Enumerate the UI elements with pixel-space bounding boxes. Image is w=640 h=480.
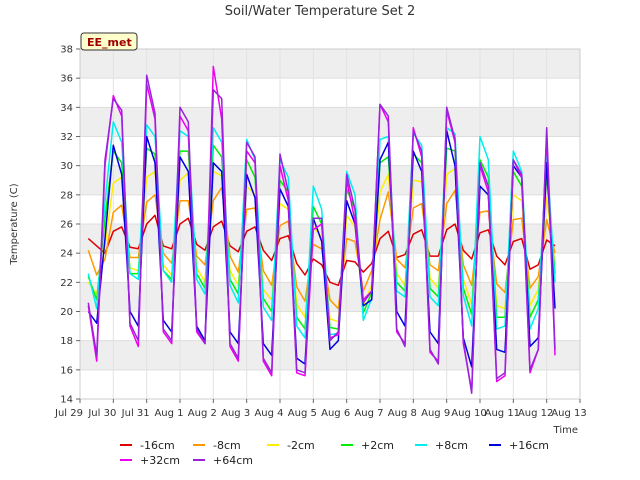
legend-item: +64cm bbox=[193, 454, 253, 467]
x-tick-label: Jul 29 bbox=[54, 408, 83, 419]
x-tick-label: Aug 1 bbox=[154, 408, 183, 419]
plot-band bbox=[80, 224, 580, 254]
x-tick-label: Aug 9 bbox=[421, 408, 450, 419]
legend-label: +64cm bbox=[213, 454, 253, 467]
x-tick-label: Aug 11 bbox=[485, 408, 520, 419]
plot-band bbox=[80, 49, 580, 79]
x-tick-label: Jul 31 bbox=[121, 408, 150, 419]
x-axis-label: Time bbox=[553, 425, 578, 436]
legend-item: +2cm bbox=[341, 439, 394, 452]
y-tick-label: 24 bbox=[60, 249, 73, 260]
x-tick-label: Aug 4 bbox=[254, 408, 283, 419]
y-tick-label: 30 bbox=[60, 161, 73, 172]
y-tick-label: 36 bbox=[60, 74, 73, 85]
legend-item: -16cm bbox=[120, 439, 175, 452]
legend: -16cm -8cm -2cm +2cm +8cm +16cm +32cm +64cm bbox=[120, 439, 549, 467]
x-tick-label: Aug 7 bbox=[354, 408, 383, 419]
legend-label: +16cm bbox=[509, 439, 549, 452]
legend-label: -8cm bbox=[213, 439, 241, 452]
legend-label: -16cm bbox=[140, 439, 175, 452]
x-tick-label: Aug 2 bbox=[188, 408, 217, 419]
legend-label: +2cm bbox=[361, 439, 394, 452]
y-tick-label: 32 bbox=[60, 132, 73, 143]
y-tick-label: 20 bbox=[60, 307, 73, 318]
y-tick-label: 34 bbox=[60, 103, 73, 114]
x-tick-label: Aug 10 bbox=[451, 408, 486, 419]
legend-item: -8cm bbox=[193, 439, 241, 452]
y-tick-label: 18 bbox=[60, 336, 73, 347]
legend-item: +32cm bbox=[120, 454, 180, 467]
series-line-8cm bbox=[87, 121, 556, 339]
y-tick-label: 14 bbox=[60, 395, 73, 406]
y-tick-label: 28 bbox=[60, 190, 73, 201]
x-tick-label: Aug 8 bbox=[388, 408, 417, 419]
legend-label: -2cm bbox=[287, 439, 315, 452]
station-badge-label: EE_met bbox=[87, 36, 132, 49]
x-tick-label: Aug 5 bbox=[288, 408, 317, 419]
x-tick-label: Jul 30 bbox=[87, 408, 116, 419]
y-tick-label: 26 bbox=[60, 220, 73, 231]
chart-title: Soil/Water Temperature Set 2 bbox=[225, 4, 416, 19]
station-badge: EE_met bbox=[80, 32, 138, 51]
x-tick-label: Aug 6 bbox=[321, 408, 350, 419]
series-line-64cm bbox=[87, 74, 556, 394]
legend-label: +8cm bbox=[435, 439, 468, 452]
plot-band bbox=[80, 107, 580, 137]
legend-item: -2cm bbox=[267, 439, 315, 452]
legend-label: +32cm bbox=[140, 454, 180, 467]
y-tick-label: 22 bbox=[60, 278, 73, 289]
x-tick-label: Aug 13 bbox=[551, 408, 586, 419]
axes: 14 16 18 20 22 24 26 28 30 32 34 36 38 Jul 29 Jul 30 Ju… bbox=[54, 45, 587, 420]
y-tick-label: 16 bbox=[60, 365, 73, 376]
x-tick-label: Aug 12 bbox=[518, 408, 553, 419]
y-tick-label: 38 bbox=[60, 45, 73, 56]
plot-band bbox=[80, 165, 580, 195]
y-axis-label: Temperature (C) bbox=[9, 183, 20, 265]
series-layer bbox=[87, 65, 556, 394]
x-tick-label: Aug 3 bbox=[221, 408, 250, 419]
legend-item: +16cm bbox=[489, 439, 549, 452]
legend-item: +8cm bbox=[415, 439, 468, 452]
